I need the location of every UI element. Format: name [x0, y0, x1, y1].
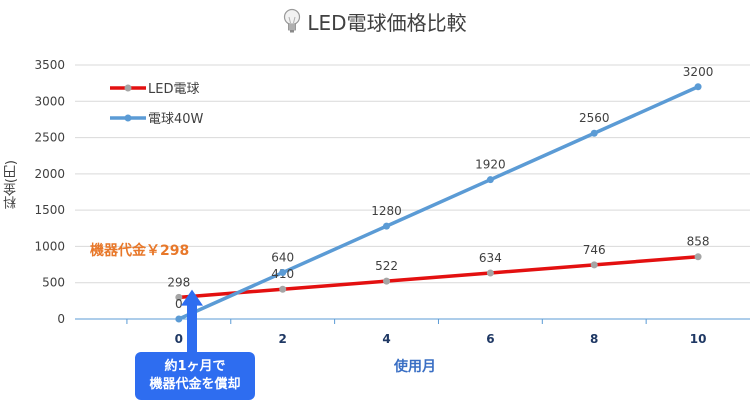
- legend-entry-1: 電球40W: [148, 112, 204, 127]
- series-led-point: [279, 285, 287, 293]
- x-tick-label: 4: [382, 332, 390, 346]
- x-tick-label: 0: [175, 332, 183, 346]
- series-bulb-data-label: 2560: [579, 111, 610, 125]
- series-bulb-data-label: 1280: [371, 204, 402, 218]
- legend-entry-0: LED電球: [148, 82, 199, 97]
- payback-callout-line2: 機器代金を償却: [149, 377, 241, 392]
- y-tick-label: 1500: [34, 203, 65, 217]
- series-bulb-data-label: 3200: [683, 65, 714, 79]
- y-tick-label: 500: [42, 276, 65, 290]
- device-price-annotation: 機器代金￥298: [90, 243, 190, 259]
- series-led-point: [694, 253, 702, 261]
- x-tick-label: 8: [590, 332, 598, 346]
- series-led-data-label: 298: [167, 275, 190, 289]
- series-bulb-line: [178, 85, 699, 321]
- series-led-point: [590, 261, 598, 269]
- series-led-line: [178, 254, 699, 300]
- series-led-point: [383, 277, 391, 285]
- series-bulb-data-label: 0: [175, 297, 183, 311]
- series-bulb-point: [590, 129, 598, 137]
- series-bulb-data-label: 1920: [475, 158, 506, 172]
- x-tick-label: 2: [279, 332, 287, 346]
- series-led-data-label: 858: [687, 235, 710, 249]
- y-tick-label: 0: [57, 312, 65, 326]
- series-bulb-point: [175, 315, 183, 323]
- y-tick-label: 3000: [34, 94, 65, 108]
- x-tick-label: 10: [690, 332, 707, 346]
- payback-callout: 約1ヶ月で 機器代金を償却: [135, 352, 255, 400]
- series-led-point: [486, 269, 494, 277]
- payback-arrow-head: [181, 289, 203, 306]
- legend-marker-1: [124, 114, 132, 122]
- payback-arrow-shaft: [187, 303, 197, 352]
- chart-title: LED電球価格比較: [0, 6, 750, 36]
- legend-marker-0: [124, 84, 132, 92]
- series-bulb-data-label: 640: [271, 251, 294, 265]
- x-tick-label: 6: [486, 332, 494, 346]
- series-led-data-label: 634: [479, 251, 502, 265]
- series-led-data-label: 746: [583, 243, 606, 257]
- payback-callout-line1: 約1ヶ月で: [164, 359, 226, 374]
- y-tick-label: 2000: [34, 167, 65, 181]
- series-led-data-label: 522: [375, 259, 398, 273]
- series-bulb-point: [279, 269, 287, 277]
- chart-title-text: LED電球価格比較: [307, 10, 467, 35]
- y-tick-label: 2500: [34, 131, 65, 145]
- series-bulb-point: [694, 83, 702, 91]
- series-led-point: [175, 293, 183, 301]
- y-tick-label: 3500: [34, 58, 65, 72]
- light-bulb-icon: [284, 8, 301, 33]
- y-tick-label: 1000: [34, 239, 65, 253]
- series-bulb-point: [486, 176, 494, 184]
- y-axis-label: 料金(円): [4, 160, 19, 210]
- series-bulb-point: [383, 222, 391, 230]
- x-axis-label: 使用月: [394, 359, 436, 375]
